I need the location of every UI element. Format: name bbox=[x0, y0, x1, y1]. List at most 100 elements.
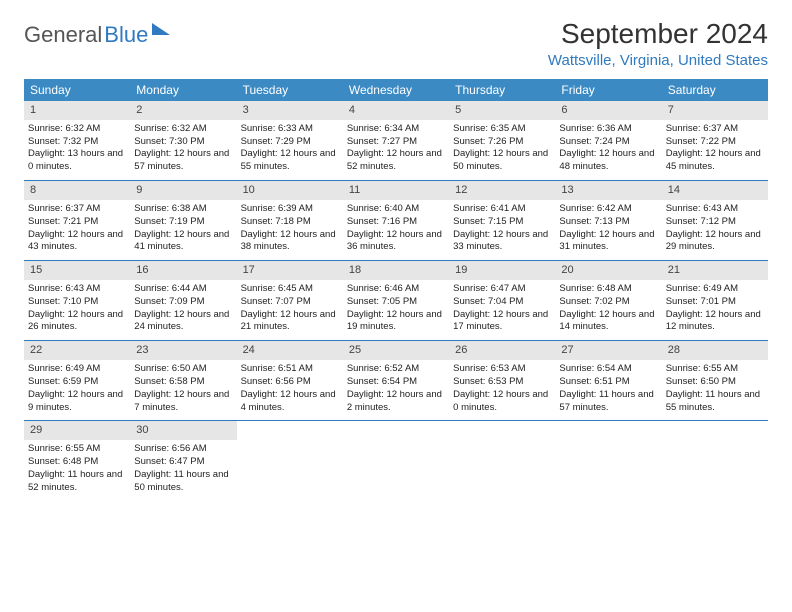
day-cell: 3Sunrise: 6:33 AMSunset: 7:29 PMDaylight… bbox=[237, 101, 343, 180]
sunrise-line: Sunrise: 6:47 AM bbox=[453, 283, 551, 296]
day-number: 27 bbox=[555, 341, 661, 360]
day-number: 14 bbox=[662, 181, 768, 200]
sunrise-line: Sunrise: 6:38 AM bbox=[134, 203, 232, 216]
day-cell: 30Sunrise: 6:56 AMSunset: 6:47 PMDayligh… bbox=[130, 421, 236, 500]
weekday-monday: Monday bbox=[130, 79, 236, 101]
day-cell: 22Sunrise: 6:49 AMSunset: 6:59 PMDayligh… bbox=[24, 341, 130, 420]
sunset-line: Sunset: 6:58 PM bbox=[134, 376, 232, 389]
day-number: 17 bbox=[237, 261, 343, 280]
day-cell bbox=[662, 421, 768, 500]
sunrise-line: Sunrise: 6:37 AM bbox=[666, 123, 764, 136]
day-number: 6 bbox=[555, 101, 661, 120]
sunset-line: Sunset: 6:51 PM bbox=[559, 376, 657, 389]
daylight-line: Daylight: 12 hours and 50 minutes. bbox=[453, 148, 551, 174]
day-cell: 11Sunrise: 6:40 AMSunset: 7:16 PMDayligh… bbox=[343, 181, 449, 260]
day-number: 28 bbox=[662, 341, 768, 360]
daylight-line: Daylight: 11 hours and 52 minutes. bbox=[28, 469, 126, 495]
day-number: 18 bbox=[343, 261, 449, 280]
daylight-line: Daylight: 12 hours and 12 minutes. bbox=[666, 309, 764, 335]
day-number: 1 bbox=[24, 101, 130, 120]
sunset-line: Sunset: 7:13 PM bbox=[559, 216, 657, 229]
sunset-line: Sunset: 7:19 PM bbox=[134, 216, 232, 229]
sunrise-line: Sunrise: 6:37 AM bbox=[28, 203, 126, 216]
brand-part2: Blue bbox=[104, 22, 148, 48]
daylight-line: Daylight: 12 hours and 24 minutes. bbox=[134, 309, 232, 335]
day-number: 29 bbox=[24, 421, 130, 440]
day-cell: 21Sunrise: 6:49 AMSunset: 7:01 PMDayligh… bbox=[662, 261, 768, 340]
sunset-line: Sunset: 7:12 PM bbox=[666, 216, 764, 229]
daylight-line: Daylight: 12 hours and 38 minutes. bbox=[241, 229, 339, 255]
sunset-line: Sunset: 7:15 PM bbox=[453, 216, 551, 229]
day-cell: 19Sunrise: 6:47 AMSunset: 7:04 PMDayligh… bbox=[449, 261, 555, 340]
daylight-line: Daylight: 12 hours and 26 minutes. bbox=[28, 309, 126, 335]
sunset-line: Sunset: 7:26 PM bbox=[453, 136, 551, 149]
sunset-line: Sunset: 7:21 PM bbox=[28, 216, 126, 229]
day-number: 16 bbox=[130, 261, 236, 280]
day-number: 2 bbox=[130, 101, 236, 120]
day-number: 7 bbox=[662, 101, 768, 120]
day-number: 15 bbox=[24, 261, 130, 280]
weekday-saturday: Saturday bbox=[662, 79, 768, 101]
day-cell: 14Sunrise: 6:43 AMSunset: 7:12 PMDayligh… bbox=[662, 181, 768, 260]
sunrise-line: Sunrise: 6:39 AM bbox=[241, 203, 339, 216]
sunset-line: Sunset: 7:10 PM bbox=[28, 296, 126, 309]
sunrise-line: Sunrise: 6:53 AM bbox=[453, 363, 551, 376]
sunrise-line: Sunrise: 6:54 AM bbox=[559, 363, 657, 376]
day-cell: 17Sunrise: 6:45 AMSunset: 7:07 PMDayligh… bbox=[237, 261, 343, 340]
day-cell: 13Sunrise: 6:42 AMSunset: 7:13 PMDayligh… bbox=[555, 181, 661, 260]
day-cell: 28Sunrise: 6:55 AMSunset: 6:50 PMDayligh… bbox=[662, 341, 768, 420]
day-cell: 2Sunrise: 6:32 AMSunset: 7:30 PMDaylight… bbox=[130, 101, 236, 180]
sunrise-line: Sunrise: 6:55 AM bbox=[666, 363, 764, 376]
sunrise-line: Sunrise: 6:33 AM bbox=[241, 123, 339, 136]
day-cell: 5Sunrise: 6:35 AMSunset: 7:26 PMDaylight… bbox=[449, 101, 555, 180]
daylight-line: Daylight: 12 hours and 41 minutes. bbox=[134, 229, 232, 255]
weekday-friday: Friday bbox=[555, 79, 661, 101]
sunrise-line: Sunrise: 6:46 AM bbox=[347, 283, 445, 296]
week-row: 8Sunrise: 6:37 AMSunset: 7:21 PMDaylight… bbox=[24, 181, 768, 261]
brand-part1: General bbox=[24, 22, 102, 48]
daylight-line: Daylight: 12 hours and 43 minutes. bbox=[28, 229, 126, 255]
day-cell bbox=[449, 421, 555, 500]
sunrise-line: Sunrise: 6:49 AM bbox=[28, 363, 126, 376]
week-row: 1Sunrise: 6:32 AMSunset: 7:32 PMDaylight… bbox=[24, 101, 768, 181]
daylight-line: Daylight: 12 hours and 45 minutes. bbox=[666, 148, 764, 174]
sunrise-line: Sunrise: 6:41 AM bbox=[453, 203, 551, 216]
daylight-line: Daylight: 12 hours and 2 minutes. bbox=[347, 389, 445, 415]
day-number: 23 bbox=[130, 341, 236, 360]
sunrise-line: Sunrise: 6:51 AM bbox=[241, 363, 339, 376]
sunset-line: Sunset: 7:32 PM bbox=[28, 136, 126, 149]
sunrise-line: Sunrise: 6:48 AM bbox=[559, 283, 657, 296]
daylight-line: Daylight: 12 hours and 0 minutes. bbox=[453, 389, 551, 415]
sunset-line: Sunset: 7:01 PM bbox=[666, 296, 764, 309]
sunrise-line: Sunrise: 6:35 AM bbox=[453, 123, 551, 136]
daylight-line: Daylight: 12 hours and 19 minutes. bbox=[347, 309, 445, 335]
sunset-line: Sunset: 6:47 PM bbox=[134, 456, 232, 469]
day-cell bbox=[237, 421, 343, 500]
weekday-thursday: Thursday bbox=[449, 79, 555, 101]
day-cell: 24Sunrise: 6:51 AMSunset: 6:56 PMDayligh… bbox=[237, 341, 343, 420]
sunset-line: Sunset: 7:02 PM bbox=[559, 296, 657, 309]
week-row: 22Sunrise: 6:49 AMSunset: 6:59 PMDayligh… bbox=[24, 341, 768, 421]
sunrise-line: Sunrise: 6:56 AM bbox=[134, 443, 232, 456]
daylight-line: Daylight: 12 hours and 17 minutes. bbox=[453, 309, 551, 335]
day-cell: 29Sunrise: 6:55 AMSunset: 6:48 PMDayligh… bbox=[24, 421, 130, 500]
sunset-line: Sunset: 7:18 PM bbox=[241, 216, 339, 229]
day-number: 13 bbox=[555, 181, 661, 200]
day-number: 25 bbox=[343, 341, 449, 360]
week-row: 29Sunrise: 6:55 AMSunset: 6:48 PMDayligh… bbox=[24, 421, 768, 500]
day-cell: 1Sunrise: 6:32 AMSunset: 7:32 PMDaylight… bbox=[24, 101, 130, 180]
day-number: 26 bbox=[449, 341, 555, 360]
day-cell: 26Sunrise: 6:53 AMSunset: 6:53 PMDayligh… bbox=[449, 341, 555, 420]
calendar: SundayMondayTuesdayWednesdayThursdayFrid… bbox=[24, 79, 768, 500]
sunset-line: Sunset: 7:16 PM bbox=[347, 216, 445, 229]
sunset-line: Sunset: 7:27 PM bbox=[347, 136, 445, 149]
daylight-line: Daylight: 12 hours and 36 minutes. bbox=[347, 229, 445, 255]
daylight-line: Daylight: 12 hours and 52 minutes. bbox=[347, 148, 445, 174]
sunrise-line: Sunrise: 6:43 AM bbox=[28, 283, 126, 296]
day-number: 20 bbox=[555, 261, 661, 280]
sunset-line: Sunset: 6:54 PM bbox=[347, 376, 445, 389]
weekday-sunday: Sunday bbox=[24, 79, 130, 101]
day-number: 12 bbox=[449, 181, 555, 200]
daylight-line: Daylight: 12 hours and 9 minutes. bbox=[28, 389, 126, 415]
daylight-line: Daylight: 11 hours and 55 minutes. bbox=[666, 389, 764, 415]
